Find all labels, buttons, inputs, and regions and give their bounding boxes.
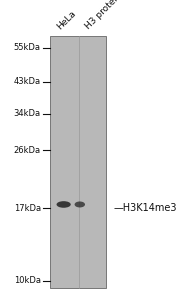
Text: H3 protein: H3 protein bbox=[84, 0, 124, 32]
Text: HeLa: HeLa bbox=[55, 9, 78, 32]
Text: 10kDa: 10kDa bbox=[14, 277, 41, 286]
Ellipse shape bbox=[57, 201, 71, 208]
Text: 43kDa: 43kDa bbox=[14, 77, 41, 86]
Bar bbox=[50, 36, 106, 288]
Text: —H3K14me3: —H3K14me3 bbox=[114, 203, 177, 213]
Ellipse shape bbox=[74, 202, 85, 208]
Text: 34kDa: 34kDa bbox=[14, 109, 41, 118]
Text: 17kDa: 17kDa bbox=[14, 204, 41, 213]
Text: 55kDa: 55kDa bbox=[14, 44, 41, 52]
Text: 26kDa: 26kDa bbox=[14, 146, 41, 155]
